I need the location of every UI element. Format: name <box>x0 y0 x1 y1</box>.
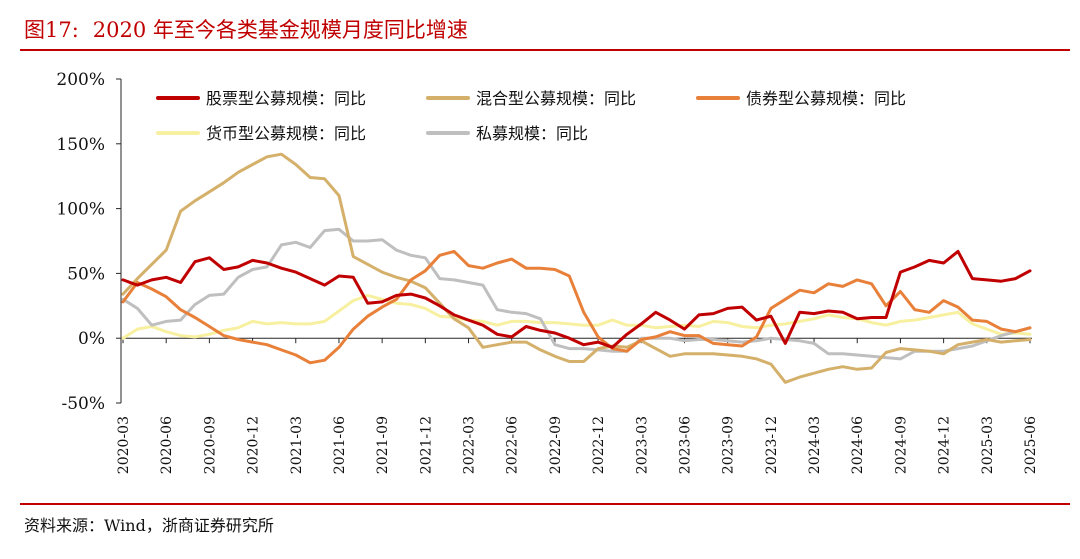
x-tick-label: 2023-06 <box>677 416 693 474</box>
x-tick-label: 2020-09 <box>202 416 218 474</box>
x-tick-label: 2024-06 <box>850 416 866 474</box>
figure-title: 2020 年至今各类基金规模月度同比增速 <box>92 18 468 42</box>
legend-label: 货币型公募规模：同比 <box>206 124 366 143</box>
x-tick-label: 2025-06 <box>1023 416 1039 474</box>
legend-label: 股票型公募规模：同比 <box>206 89 366 108</box>
x-tick-label: 2021-12 <box>418 416 434 474</box>
x-tick-label: 2024-03 <box>807 416 823 474</box>
x-tick-label: 2023-03 <box>634 416 650 474</box>
series-line <box>121 293 1032 340</box>
chart-series-layer <box>121 152 1032 384</box>
x-tick-label: 2022-03 <box>462 416 478 474</box>
footer-rule <box>20 503 1070 505</box>
figure-header: 图17: 2020 年至今各类基金规模月度同比增速 <box>24 10 468 48</box>
legend-label: 私募规模：同比 <box>476 124 588 143</box>
x-tick-label: 2021-06 <box>332 416 348 474</box>
y-tick-label: 150% <box>56 135 105 155</box>
series-line <box>121 227 1032 361</box>
x-tick-label: 2020-12 <box>246 416 262 474</box>
x-tick-label: 2020-03 <box>116 416 132 474</box>
x-tick-label: 2021-09 <box>375 416 391 474</box>
chart-legend: 股票型公募规模：同比 混合型公募规模：同比 债券型公募规模：同比货币型公募规模：同比… <box>156 89 906 143</box>
y-tick-label: 200% <box>56 70 105 90</box>
x-tick-label: 2022-12 <box>591 416 607 474</box>
y-tick-label: 50% <box>67 264 105 284</box>
legend-label: 债券型公募规模：同比 <box>746 89 906 108</box>
x-tick-label: 2022-06 <box>505 416 521 474</box>
y-tick-label: -50% <box>61 394 105 414</box>
x-tick-label: 2021-03 <box>289 416 305 474</box>
x-tick-label: 2023-12 <box>764 416 780 474</box>
x-tick-label: 2025-03 <box>980 416 996 474</box>
chart-axes: -50% 0% 50% 100% 150% 200% 2020-03 2020-06 2020-… <box>56 70 1039 474</box>
legend-label: 混合型公募规模：同比 <box>476 89 636 108</box>
series-line <box>121 249 1032 349</box>
x-tick-label: 2022-09 <box>548 416 564 474</box>
source-note: 资料来源：Wind，浙商证券研究所 <box>24 516 274 535</box>
y-tick-label: 100% <box>56 200 105 220</box>
y-tick-label: 0% <box>78 329 105 349</box>
series-line <box>121 152 1032 384</box>
header-rule <box>20 49 1070 51</box>
x-tick-label: 2024-12 <box>937 416 953 474</box>
x-tick-label: 2023-09 <box>721 416 737 474</box>
x-tick-label: 2024-09 <box>893 416 909 474</box>
x-tick-label: 2020-06 <box>159 416 175 474</box>
series-line <box>121 249 1032 365</box>
figure-label: 图17: <box>24 18 79 42</box>
